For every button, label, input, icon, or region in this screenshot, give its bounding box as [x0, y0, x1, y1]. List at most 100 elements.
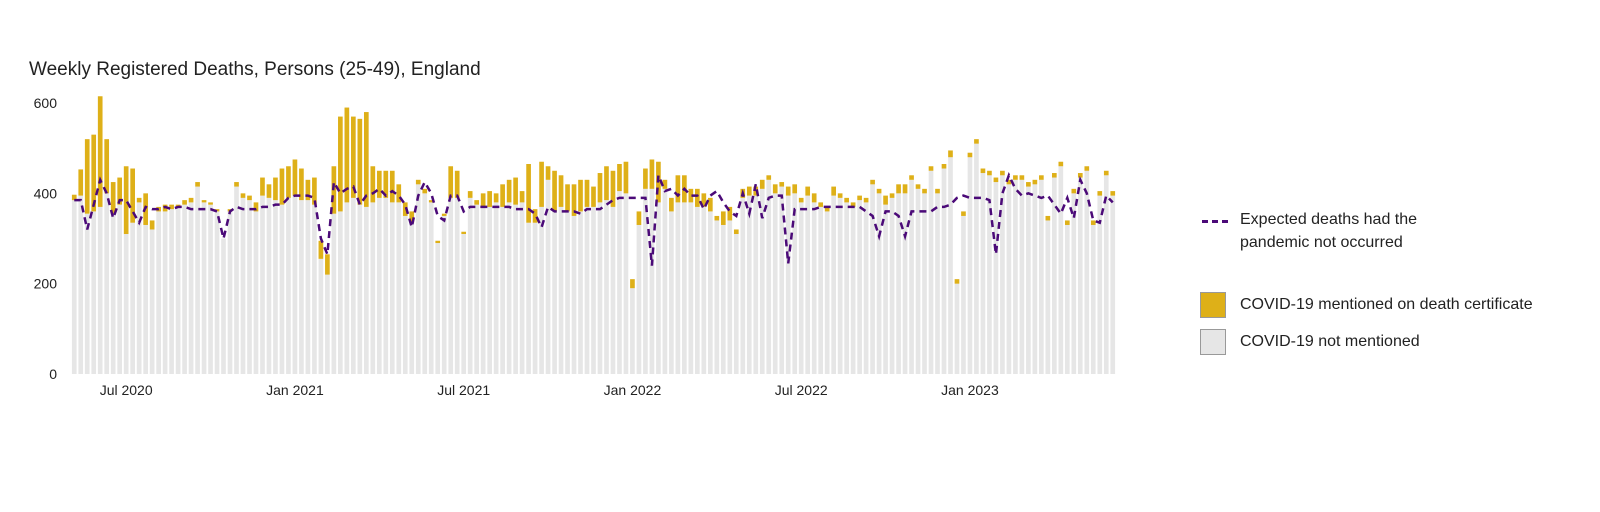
bar-covid-not-mentioned [818, 206, 824, 374]
bar-covid-not-mentioned [143, 224, 148, 374]
bar-covid-not-mentioned [351, 197, 356, 374]
bar-covid-mentioned [292, 159, 298, 196]
bar-covid-not-mentioned [1032, 184, 1038, 374]
bar-covid-mentioned [370, 166, 376, 203]
bar-covid-mentioned [402, 202, 408, 216]
bar-covid-mentioned [1032, 179, 1038, 185]
x-axis: Jul 2020 Jan 2021 Jul 2021 Jan 2022 Jul 2022… [100, 382, 999, 398]
bar-covid-not-mentioned [896, 193, 901, 374]
y-tick-label: 200 [34, 276, 58, 292]
bar-covid-not-mentioned [792, 193, 798, 374]
legend-item-expected: Expected deaths had the pandemic not occ… [1200, 208, 1480, 254]
bar-covid-mentioned [448, 166, 454, 198]
bar-covid-mentioned [428, 200, 434, 203]
bar-covid-not-mentioned [1000, 175, 1005, 374]
bar-covid-not-mentioned [149, 229, 155, 374]
bar-covid-mentioned [779, 182, 785, 187]
bar-covid-mentioned [643, 168, 648, 189]
bar-covid-not-mentioned [299, 200, 304, 374]
bar-covid-not-mentioned [188, 202, 194, 374]
bar-covid-not-mentioned [545, 179, 551, 374]
bar-covid-not-mentioned [1064, 224, 1070, 374]
bar-covid-not-mentioned [714, 220, 720, 374]
bar-covid-mentioned [967, 152, 973, 158]
bar-covid-not-mentioned [389, 202, 395, 374]
bar-covid-not-mentioned [604, 200, 609, 374]
bar-covid-not-mentioned [162, 211, 168, 374]
bar-covid-mentioned [584, 179, 590, 207]
bar-covid-not-mentioned [558, 206, 564, 374]
bar-covid-not-mentioned [870, 184, 875, 374]
bar-covid-not-mentioned [454, 197, 460, 374]
bar-covid-not-mentioned [182, 204, 187, 374]
bar-covid-mentioned [195, 182, 200, 187]
bar-covid-mentioned [805, 186, 811, 196]
bar-covid-mentioned [604, 166, 609, 201]
bar-covid-mentioned [117, 177, 123, 205]
bar-covid-mentioned [974, 139, 979, 144]
bar-covid-mentioned [1052, 173, 1057, 178]
bar-covid-not-mentioned [325, 274, 330, 374]
bar-covid-not-mentioned [1097, 195, 1103, 374]
bar-covid-not-mentioned [695, 206, 700, 374]
bar-covid-not-mentioned [1058, 166, 1064, 374]
bar-covid-not-mentioned [623, 193, 629, 374]
bar-covid-not-mentioned [987, 175, 992, 374]
bar-covid-mentioned [441, 213, 447, 216]
bar-covid-mentioned [500, 184, 505, 207]
bar-covid-not-mentioned [1039, 179, 1044, 374]
bar-covid-not-mentioned [526, 222, 531, 374]
bar-covid-not-mentioned [266, 197, 272, 374]
bar-covid-mentioned [435, 240, 441, 244]
bar-covid-not-mentioned [779, 186, 785, 374]
bar-covid-not-mentioned [123, 234, 129, 374]
bar-covid-mentioned [948, 150, 953, 158]
bar-covid-not-mentioned [539, 206, 544, 374]
bar-covid-not-mentioned [915, 188, 921, 374]
bar-covid-not-mentioned [974, 143, 979, 374]
bar-covid-not-mentioned [253, 211, 259, 374]
bar-covid-not-mentioned [493, 202, 499, 374]
bar-covid-mentioned [493, 193, 499, 203]
bar-covid-mentioned [759, 179, 765, 189]
bar-covid-not-mentioned [909, 179, 914, 374]
bar-covid-not-mentioned [519, 202, 525, 374]
x-tick-label: Jul 2021 [437, 382, 490, 398]
bar-covid-mentioned [591, 186, 596, 207]
bar-covid-mentioned [727, 206, 733, 221]
bar-covid-mentioned [980, 168, 986, 174]
bar-covid-not-mentioned [746, 195, 752, 374]
bar-covid-mentioned [344, 107, 350, 203]
bar-covid-not-mentioned [617, 191, 622, 374]
bar-covid-not-mentioned [279, 204, 285, 374]
bar-covid-not-mentioned [338, 211, 343, 374]
bar-covid-not-mentioned [71, 200, 77, 374]
bar-covid-mentioned [273, 177, 278, 201]
bar-covid-mentioned [688, 188, 694, 203]
bar-covid-mentioned [733, 229, 739, 234]
bar-covid-not-mentioned [584, 206, 590, 374]
bar-covid-not-mentioned [727, 220, 733, 374]
bar-covid-not-mentioned [766, 179, 772, 374]
bar-covid-not-mentioned [331, 213, 337, 374]
bar-covid-not-mentioned [630, 288, 635, 374]
bar-covid-mentioned [519, 191, 525, 203]
bar-covid-not-mentioned [675, 202, 681, 374]
bar-covid-mentioned [422, 188, 428, 194]
legend-swatch-covid [1200, 292, 1226, 318]
bar-covid-not-mentioned [195, 186, 200, 374]
bar-covid-not-mentioned [169, 209, 174, 374]
bar-covid-not-mentioned [993, 182, 999, 374]
bar-covid-not-mentioned [240, 197, 246, 374]
bar-covid-mentioned [902, 184, 908, 194]
bar-covid-mentioned [363, 112, 369, 207]
bar-covid-not-mentioned [1071, 193, 1077, 374]
bar-covid-not-mentioned [422, 193, 428, 374]
bar-covid-mentioned [1090, 220, 1096, 225]
legend-label-covid-not-mentioned: COVID-19 not mentioned [1240, 333, 1420, 350]
bar-covid-mentioned [415, 179, 421, 185]
bar-covid-not-mentioned [136, 202, 142, 374]
bar-covid-not-mentioned [415, 184, 421, 374]
bar-covid-mentioned [234, 182, 239, 187]
